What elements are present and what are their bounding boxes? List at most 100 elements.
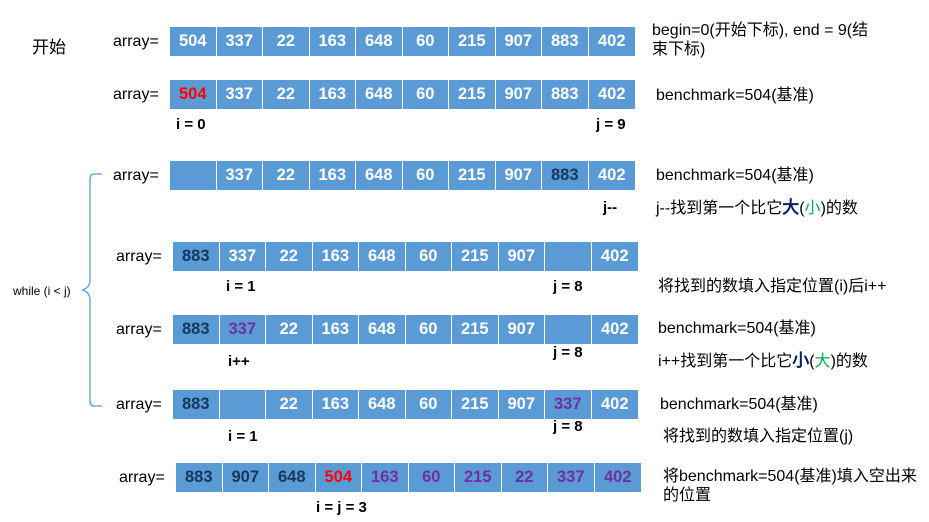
- array-cell: [219, 390, 266, 419]
- row-5-left-index: i = 1: [228, 428, 258, 445]
- array-cell: 907: [495, 161, 542, 190]
- array-cell: 337: [216, 161, 263, 190]
- row-5-right-index: j = 8: [553, 418, 583, 435]
- array-cell: 504: [315, 463, 362, 492]
- array-row-3: 883 337 22 163 648 60 215 907 402: [173, 242, 638, 271]
- while-label: while (i < j): [13, 284, 71, 298]
- array-cell: 907: [498, 315, 545, 344]
- array-cell: 337: [216, 27, 263, 56]
- array-cell: 163: [309, 80, 356, 109]
- array-cell: 402: [591, 242, 638, 271]
- array-label: array=: [113, 86, 159, 103]
- array-cell: 883: [542, 161, 589, 190]
- array-cell: [545, 315, 592, 344]
- note-text: (: [799, 200, 805, 217]
- array-cell: 907: [495, 27, 542, 56]
- array-cell: 215: [452, 315, 499, 344]
- array-cell: 163: [309, 27, 356, 56]
- array-cell: 504: [170, 80, 217, 109]
- row-2-note-2: j--找到第一个比它大(小)的数: [656, 198, 858, 218]
- note-text: )的数: [830, 353, 868, 370]
- array-cell: 22: [266, 315, 313, 344]
- array-cell: 883: [542, 80, 589, 109]
- array-cell: 60: [402, 80, 449, 109]
- array-cell: 337: [216, 80, 263, 109]
- array-cell: 60: [402, 27, 449, 56]
- array-cell: 907: [498, 390, 545, 419]
- array-cell: 22: [263, 161, 310, 190]
- row-3-right-index: j = 8: [553, 278, 583, 295]
- row-6-center-index: i = j = 3: [316, 499, 367, 516]
- array-cell: 22: [266, 242, 313, 271]
- row-2-right-index: j--: [603, 199, 618, 216]
- array-cell: 648: [356, 27, 403, 56]
- array-cell: 215: [449, 27, 496, 56]
- array-cell: 402: [594, 463, 641, 492]
- row-6-note: 将benchmark=504(基准)填入空出来的位置: [663, 468, 917, 504]
- array-cell: 648: [359, 390, 406, 419]
- array-cell: 907: [222, 463, 269, 492]
- row-5-note-2: 将找到的数填入指定位置(j): [663, 428, 854, 445]
- note-emphasis: 大: [782, 198, 800, 217]
- row-1-note: benchmark=504(基准): [656, 87, 814, 104]
- array-cell: 337: [219, 315, 266, 344]
- array-cell: 907: [495, 80, 542, 109]
- array-cell: 215: [449, 161, 496, 190]
- row-1-left-index: i = 0: [176, 116, 206, 133]
- array-label: array=: [116, 321, 162, 338]
- note-text: i++找到第一个比它: [658, 353, 793, 370]
- array-cell: 22: [266, 390, 313, 419]
- array-cell: 648: [359, 242, 406, 271]
- note-emphasis: 小: [792, 351, 810, 370]
- array-cell: 60: [405, 242, 452, 271]
- while-loop-brace: [81, 173, 102, 407]
- array-cell: 60: [402, 161, 449, 190]
- array-cell: 402: [591, 390, 638, 419]
- array-cell: 907: [498, 242, 545, 271]
- array-cell: 163: [312, 390, 359, 419]
- note-text: )的数: [820, 200, 858, 217]
- array-cell: 163: [312, 315, 359, 344]
- array-row-1: 504 337 22 163 648 60 215 907 883 402: [170, 80, 635, 109]
- array-cell: 337: [219, 242, 266, 271]
- array-cell: 883: [542, 27, 589, 56]
- array-cell: [170, 161, 217, 190]
- array-cell: 402: [591, 315, 638, 344]
- array-cell: 215: [455, 463, 502, 492]
- note-text: j--找到第一个比它: [656, 200, 783, 217]
- array-label: array=: [116, 396, 162, 413]
- array-label: array=: [113, 167, 159, 184]
- array-cell: 402: [588, 80, 635, 109]
- array-row-5: 883 22 163 648 60 215 907 337 402: [173, 390, 638, 419]
- array-cell: 215: [452, 242, 499, 271]
- array-cell: 883: [173, 315, 220, 344]
- array-cell: 22: [263, 80, 310, 109]
- array-cell: 22: [501, 463, 548, 492]
- row-4-right-index: j = 8: [553, 344, 583, 361]
- array-cell: 883: [173, 242, 220, 271]
- array-label: array=: [113, 33, 159, 50]
- array-cell: 883: [176, 463, 223, 492]
- array-cell: 215: [449, 80, 496, 109]
- array-row-0: 504 337 22 163 648 60 215 907 883 402: [170, 27, 635, 56]
- row-4-note-2: i++找到第一个比它小(大)的数: [658, 351, 868, 371]
- array-cell: 504: [170, 27, 217, 56]
- array-cell: 648: [356, 80, 403, 109]
- array-row-2: 337 22 163 648 60 215 907 883 402: [170, 161, 635, 190]
- array-cell: 163: [312, 242, 359, 271]
- note-alt: 小: [804, 200, 821, 217]
- array-cell: 163: [309, 161, 356, 190]
- array-cell: [545, 242, 592, 271]
- array-cell: 60: [408, 463, 455, 492]
- array-row-6: 883 907 648 504 163 60 215 22 337 402: [176, 463, 641, 492]
- row-2-note: benchmark=504(基准): [656, 167, 814, 184]
- row-3-note: 将找到的数填入指定位置(i)后i++: [658, 278, 887, 295]
- row-0-note: begin=0(开始下标), end = 9(结束下标): [652, 22, 869, 58]
- array-cell: 648: [356, 161, 403, 190]
- array-cell: 337: [548, 463, 595, 492]
- array-cell: 60: [405, 390, 452, 419]
- array-cell: 60: [405, 315, 452, 344]
- array-cell: 337: [545, 390, 592, 419]
- array-cell: 883: [173, 390, 220, 419]
- row-4-note: benchmark=504(基准): [658, 320, 816, 337]
